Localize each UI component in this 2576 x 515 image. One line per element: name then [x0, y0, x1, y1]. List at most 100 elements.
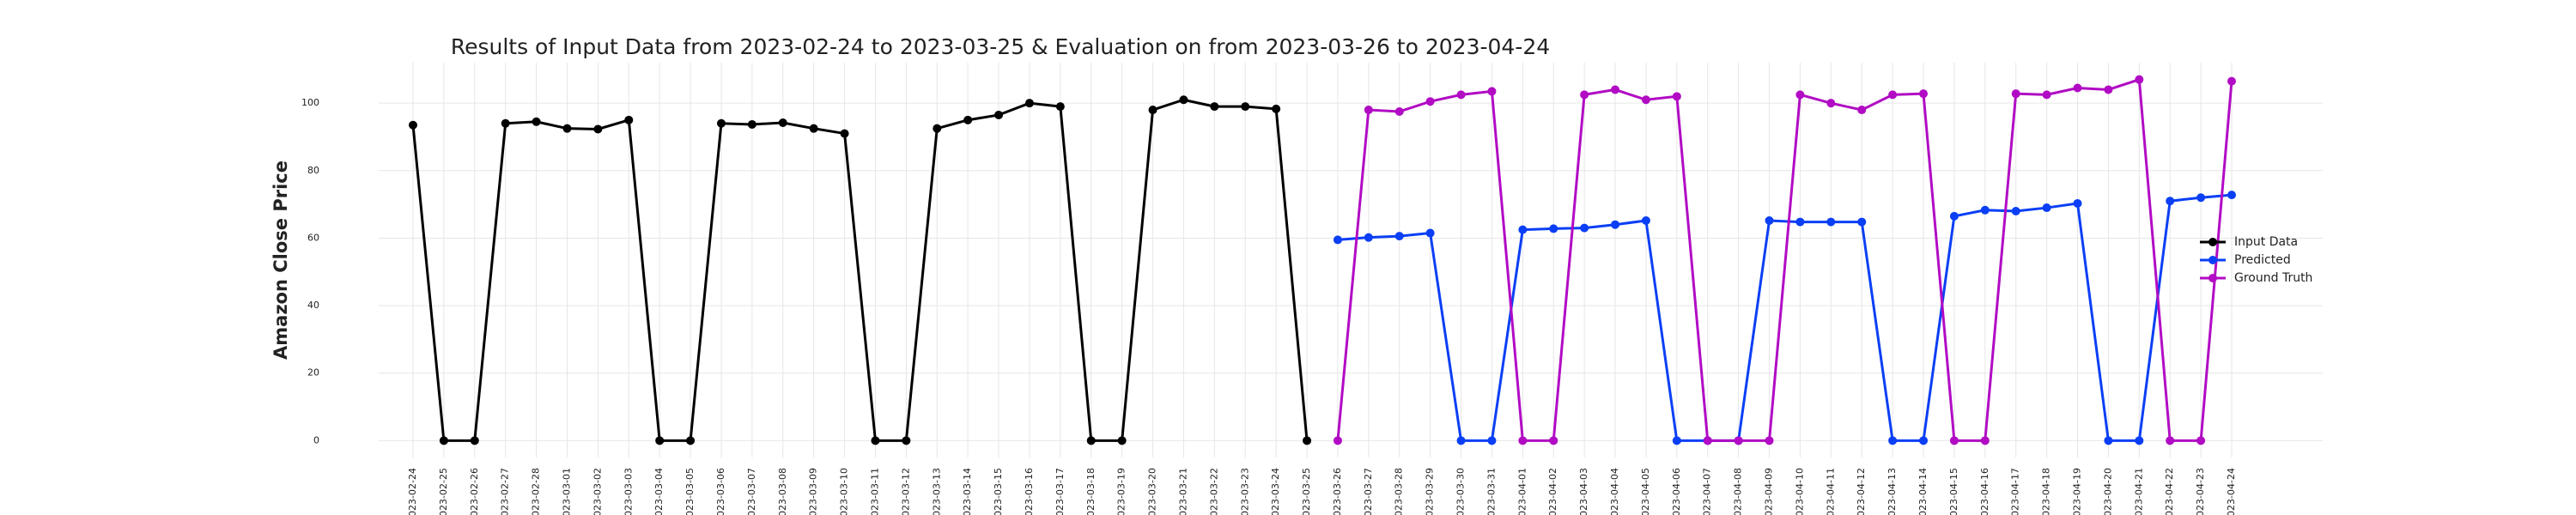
x-tick-label: 2023-03-03	[623, 468, 634, 515]
point	[2135, 75, 2144, 84]
x-tick-label: 2023-03-08	[777, 468, 788, 515]
point	[809, 124, 818, 133]
x-tick-label: 2023-03-30	[1455, 468, 1467, 515]
x-tick-label: 2023-04-10	[1794, 468, 1805, 515]
x-tick-label: 2023-03-16	[1024, 468, 1035, 515]
point	[2104, 85, 2113, 94]
x-tick-label: 2023-04-02	[1547, 468, 1558, 515]
point	[409, 120, 417, 130]
legend-label: Ground Truth	[2234, 271, 2312, 285]
x-tick-label: 2023-04-01	[1516, 468, 1528, 515]
point	[532, 117, 541, 126]
point	[1703, 436, 1712, 445]
point	[1333, 235, 1342, 245]
point	[1919, 436, 1929, 445]
point	[1857, 217, 1867, 227]
point	[871, 436, 880, 445]
point	[2011, 89, 2020, 99]
point	[2042, 203, 2051, 213]
point	[1456, 436, 1466, 445]
x-tick-label: 2023-03-27	[1363, 468, 1374, 515]
y-tick-label: 100	[301, 97, 319, 108]
point	[1394, 232, 1404, 241]
series-line	[411, 98, 1309, 442]
point	[963, 115, 973, 124]
legend-marker	[2208, 238, 2217, 246]
y-tick-label: 20	[307, 367, 319, 379]
x-tick-label: 2023-03-14	[962, 468, 973, 515]
x-tick-label: 2023-03-13	[931, 468, 942, 515]
point	[1919, 89, 1929, 99]
point	[1241, 102, 1250, 112]
point	[1980, 205, 1990, 215]
chart-title: Results of Input Data from 2023-02-24 to…	[451, 34, 1550, 59]
x-tick-label: 2023-03-05	[684, 468, 696, 515]
x-tick-label: 2023-03-20	[1147, 468, 1158, 515]
point	[1580, 90, 1589, 100]
point	[1272, 104, 1281, 113]
x-tick-label: 2023-04-12	[1856, 468, 1867, 515]
point	[1949, 211, 1959, 221]
point	[2011, 206, 2020, 215]
x-tick-label: 2023-03-04	[653, 468, 665, 515]
point	[1333, 436, 1342, 445]
point	[1672, 436, 1681, 445]
x-tick-label: 2023-04-17	[2010, 468, 2021, 515]
point	[1394, 107, 1404, 117]
point	[1549, 224, 1558, 233]
point	[562, 124, 572, 133]
x-tick-label: 2023-03-09	[808, 468, 819, 515]
x-tick-label: 2023-03-25	[1301, 468, 1312, 515]
point	[1086, 436, 1096, 445]
point	[1425, 228, 1435, 238]
legend-label: Predicted	[2234, 253, 2291, 267]
point	[994, 110, 1004, 119]
point	[1117, 436, 1127, 445]
point	[655, 436, 665, 445]
x-tick-label: 2023-04-06	[1671, 468, 1682, 515]
point	[1364, 106, 1373, 115]
point	[470, 436, 479, 445]
point	[1210, 102, 1219, 112]
x-tick-label: 2023-03-18	[1085, 468, 1097, 515]
x-tick-label: 2023-04-07	[1702, 468, 1713, 515]
point	[686, 436, 696, 445]
point	[1364, 233, 1373, 242]
x-tick-label: 2023-03-22	[1208, 468, 1219, 515]
series-line	[1336, 77, 2233, 442]
x-tick-label: 2023-04-13	[1886, 468, 1898, 515]
x-tick-label: 2023-02-24	[407, 468, 418, 515]
x-tick-label: 2023-04-04	[1609, 468, 1620, 515]
y-tick-label: 80	[307, 165, 319, 176]
point	[624, 115, 634, 124]
x-tick-label: 2023-04-14	[1917, 468, 1929, 515]
point	[1303, 436, 1312, 445]
point	[2196, 436, 2206, 445]
point	[1580, 223, 1589, 233]
point	[2227, 191, 2236, 200]
point	[2196, 193, 2206, 203]
point	[1549, 436, 1558, 445]
x-tick-label: 2023-04-20	[2102, 468, 2113, 515]
point	[2166, 436, 2175, 445]
x-tick-label: 2023-03-12	[900, 468, 911, 515]
x-tick-label: 2023-03-24	[1270, 468, 1281, 515]
point	[933, 124, 942, 133]
x-tick-label: 2023-03-21	[1177, 468, 1188, 515]
point	[1487, 436, 1497, 445]
x-tick-label: 2023-03-11	[869, 468, 880, 515]
point	[439, 436, 448, 445]
x-tick-label: 2023-03-07	[746, 468, 757, 515]
point	[1055, 102, 1065, 112]
point	[1672, 92, 1681, 101]
point	[2227, 76, 2236, 86]
point	[1611, 220, 1620, 229]
x-tick-label: 2023-03-19	[1116, 468, 1127, 515]
point	[840, 129, 849, 138]
point	[1611, 85, 1620, 94]
x-tick-label: 2023-04-21	[2133, 468, 2144, 515]
legend-label: Input Data	[2234, 235, 2298, 249]
point	[1888, 436, 1898, 445]
x-tick-label: 2023-03-02	[592, 468, 603, 515]
